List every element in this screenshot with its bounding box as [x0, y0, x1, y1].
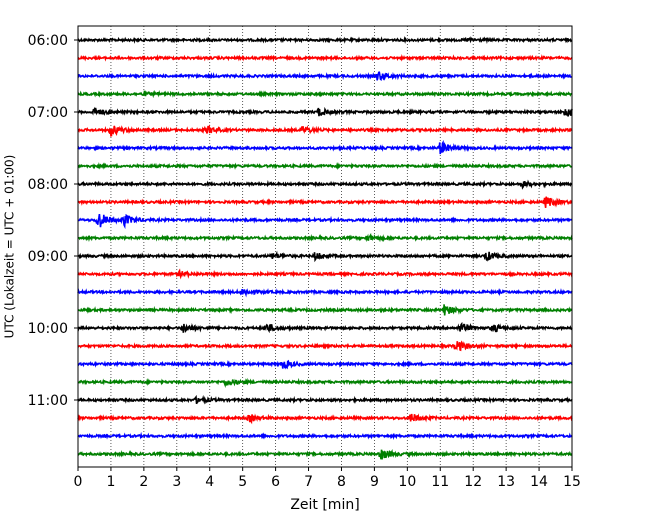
- trace-0815: [77, 196, 573, 208]
- x-tick-label: 3: [172, 474, 181, 490]
- trace-1100: [77, 394, 573, 405]
- trace-0845: [77, 232, 573, 243]
- x-tick-label: 12: [464, 474, 482, 490]
- traces: [77, 35, 573, 460]
- trace-0715: [77, 124, 573, 137]
- y-tick-label: 07:00: [28, 105, 68, 121]
- trace-0915: [77, 268, 573, 280]
- trace-0600: [77, 35, 573, 45]
- trace-1045: [77, 377, 573, 388]
- x-tick-label: 2: [139, 474, 148, 490]
- trace-0700: [77, 106, 573, 117]
- trace-1130: [77, 431, 573, 440]
- x-tick-label: 13: [497, 474, 515, 490]
- x-tick-label: 4: [205, 474, 214, 490]
- trace-0930: [77, 288, 573, 298]
- x-axis-ticks: 0 1 2 3 4 5 6 7 8 9 10 11 12 13 14 15: [74, 467, 581, 490]
- y-tick-label: 06:00: [28, 33, 68, 49]
- trace-0830: [77, 213, 573, 230]
- trace-1015: [77, 340, 573, 352]
- plot-frame: [77, 25, 573, 468]
- trace-1115: [77, 413, 573, 425]
- y-tick-label: 09:00: [28, 249, 68, 265]
- trace-0745: [77, 161, 573, 171]
- x-tick-label: 14: [530, 474, 548, 490]
- y-axis-label: UTC (Lokalzeit = UTC + 01:00): [3, 155, 17, 339]
- trace-0800: [77, 179, 573, 190]
- x-axis-label: Zeit [min]: [290, 497, 359, 513]
- trace-0630: [77, 71, 573, 82]
- x-tick-label: 11: [431, 474, 449, 490]
- x-tick-label: 9: [370, 474, 379, 490]
- x-tick-label: 1: [106, 474, 115, 490]
- trace-0645: [77, 89, 573, 99]
- x-tick-label: 10: [398, 474, 416, 490]
- trace-0945: [77, 304, 573, 316]
- x-tick-label: 0: [74, 474, 83, 490]
- y-axis-ticks: 06:00 07:00 08:00 09:00 10:00 11:00: [28, 33, 78, 409]
- x-tick-label: 5: [238, 474, 247, 490]
- x-tick-label: 7: [304, 474, 313, 490]
- trace-1000: [77, 321, 573, 334]
- x-tick-label: 8: [337, 474, 346, 490]
- trace-0615: [77, 54, 573, 62]
- trace-0730: [77, 139, 573, 155]
- trace-1145: [77, 448, 573, 460]
- trace-1030: [77, 359, 573, 370]
- y-tick-label: 11:00: [28, 393, 68, 409]
- y-tick-label: 10:00: [28, 321, 68, 337]
- x-tick-label: 6: [271, 474, 280, 490]
- trace-0900: [77, 250, 573, 263]
- x-tick-label: 15: [563, 474, 581, 490]
- y-tick-label: 08:00: [28, 177, 68, 193]
